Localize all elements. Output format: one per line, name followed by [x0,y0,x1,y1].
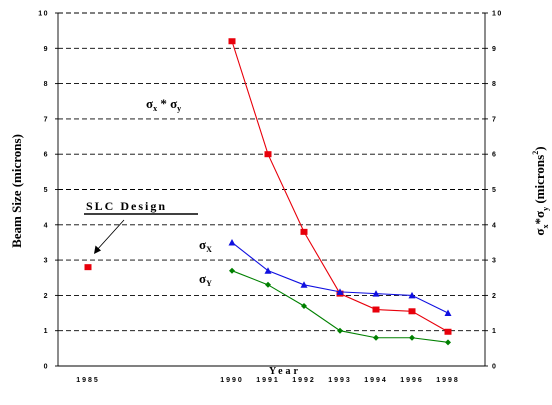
x-tick-label: 1990 [220,377,244,384]
series-sx [228,238,452,317]
data-point-sx [408,291,416,299]
y-tick-label-left: 10 [38,11,49,18]
x-tick-label: 1996 [400,377,424,384]
y-tick-labels-left: 0 1 2 3 4 5 6 7 8 9 10 [38,11,49,371]
product-label-sigma-x: σ [146,96,153,111]
y-tick-label-right: 5 [492,187,497,194]
y-tick-label-right: 7 [492,116,497,123]
x-axis-title: Year [269,366,301,377]
y2-axis-title: σx*σy (microns2) [531,146,550,235]
y-tick-label-left: 9 [44,46,49,53]
sigma-y-label-sub: Y [206,279,212,288]
y-tick-label-right: 8 [492,81,497,88]
slc-design-arrow-shaft [95,219,125,252]
data-point-product [444,328,452,335]
y-tick-label-left: 7 [44,116,49,123]
series-layer [84,38,452,346]
gridlines [58,12,485,332]
data-point-sy [409,334,415,341]
axes [55,12,488,367]
x-tick-label: 1991 [256,377,280,384]
x-tick-label: 1993 [328,377,352,384]
sigma-y-label: σY [199,271,212,288]
y2-axis-title-sigma: σ [532,228,547,235]
data-point-sy [337,327,343,334]
data-point-product [300,228,308,235]
series-line-product [231,41,449,333]
data-point-sx [336,288,344,295]
product-label-sub-y: y [177,104,181,113]
series-line-sx [231,242,449,314]
data-point-product [408,308,416,315]
product-label-sub-x: x [153,104,157,113]
sigma-y-label-sigma: σ [199,271,206,286]
y-tick-label-right: 4 [492,222,497,229]
series-sy [229,267,451,346]
y-tick-label-left: 8 [44,81,49,88]
data-point-product [264,151,272,158]
x-tick-label: 1985 [76,377,100,384]
x-tick-label: 1994 [364,377,388,384]
y-tick-label-left: 0 [44,364,49,371]
series-slc [84,264,92,271]
y2-axis-title-sub-x: x [541,224,550,228]
y-tick-label-right: 6 [492,152,497,159]
x-tick-label: 1992 [292,377,316,384]
product-label-mid: * σ [157,96,177,111]
sigma-x-label: σX [199,237,212,254]
data-point-product [372,306,380,313]
data-point-sy [373,334,379,341]
y-tick-label-right: 1 [492,328,497,335]
y-tick-labels-right: 0 1 2 3 4 5 6 7 8 9 10 [492,11,503,371]
data-point-product [228,38,236,45]
y-tick-label-right: 10 [492,11,503,18]
data-point-sx [444,309,452,317]
y-tick-label-right: 9 [492,46,497,53]
sigma-x-label-sub: X [206,245,212,254]
y-tick-label-left: 4 [44,222,49,229]
data-point-sx [264,267,272,274]
data-point-sy [445,339,451,346]
y-tick-label-left: 1 [44,328,49,335]
data-point-sx [372,290,380,297]
y-tick-label-right: 0 [492,364,497,371]
y-tick-label-left: 2 [44,293,49,300]
y2-axis-title-sub-y: y [541,207,550,211]
data-point-slc [84,264,92,271]
y-tick-label-left: 6 [44,152,49,159]
sigma-x-label-sigma: σ [199,237,206,252]
data-point-sy [265,281,271,288]
data-point-sx [228,238,236,246]
slc-design-arrow-head [94,245,101,254]
y-axis-title: Beam Size (microns) [9,134,24,248]
x-tick-label: 1998 [436,377,460,384]
y2-axis-title-close: ) [532,146,547,150]
y-tick-label-left: 5 [44,187,49,194]
data-point-sy [229,267,235,274]
y2-axis-title-unit: (microns [532,155,547,207]
data-point-sy [301,302,307,309]
y2-axis-title-mid: *σ [532,211,547,225]
y-tick-label-right: 3 [492,258,497,265]
x-tick-labels: 1985 1990 1991 1992 1993 1994 1996 1998 [76,377,460,384]
y-tick-label-left: 3 [44,258,49,265]
data-point-sx [300,281,308,288]
y-tick-label-right: 2 [492,293,497,300]
y2-axis-title-sup: 2 [531,151,540,155]
product-label: σx * σy [146,96,181,113]
slc-design-label: SLC Design [86,199,167,213]
